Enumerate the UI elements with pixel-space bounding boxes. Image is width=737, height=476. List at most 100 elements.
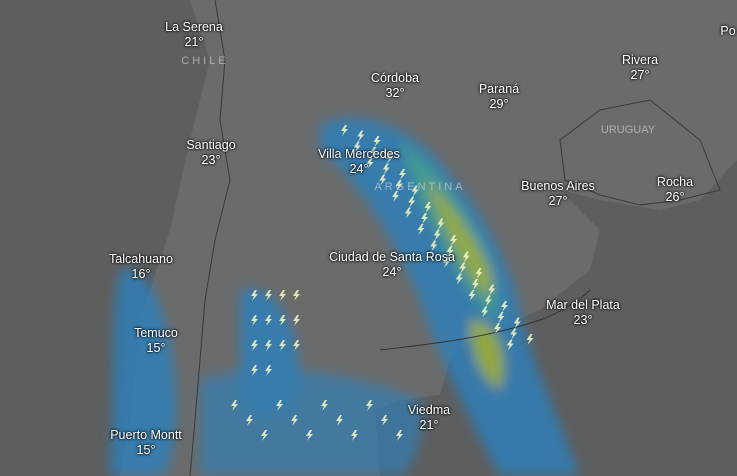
lightning-icon: [430, 240, 438, 252]
city-marker[interactable]: Rocha 26°: [657, 175, 693, 205]
lightning-icon: [261, 430, 268, 441]
lightning-icon: [408, 196, 416, 208]
lightning-icon: [231, 400, 238, 411]
city-marker[interactable]: Ciudad de Santa Rosa 24°: [329, 250, 455, 280]
city-name: Po: [720, 24, 736, 38]
city-name: La Serena: [165, 20, 223, 34]
lightning-icon: [395, 180, 403, 191]
lightning-icon: [475, 268, 483, 279]
city-name: Puerto Montt: [110, 428, 182, 442]
lightning-icon: [399, 169, 406, 180]
lightning-icon: [510, 328, 518, 340]
city-temp: 29°: [489, 97, 509, 111]
city-name: Buenos Aires: [521, 179, 595, 193]
city-marker[interactable]: Paraná 29°: [479, 82, 519, 112]
lightning-icon: [293, 290, 300, 301]
city-name: Rocha: [656, 175, 694, 189]
city-marker[interactable]: Temuco 15°: [134, 326, 178, 356]
city-marker[interactable]: Talcahuano 16°: [109, 252, 173, 282]
city-name: Paraná: [478, 82, 520, 96]
city-temp: 15°: [136, 443, 156, 457]
city-temp: 24°: [382, 265, 402, 279]
lightning-icon: [265, 365, 272, 376]
lightning-icon: [526, 334, 534, 345]
city-marker[interactable]: Rivera 27°: [622, 53, 658, 83]
lightning-icon: [424, 202, 432, 213]
lightning-icon: [366, 158, 374, 169]
city-name: Santiago: [186, 138, 236, 152]
lightning-icon: [291, 415, 298, 426]
lightning-icon: [279, 315, 286, 326]
city-marker[interactable]: Viedma 21°: [408, 403, 450, 433]
city-name: Rivera: [621, 53, 659, 67]
city-marker[interactable]: Buenos Aires 27°: [521, 179, 595, 209]
city-marker[interactable]: Villa Mercedes 24°: [318, 147, 400, 177]
lightning-icon: [488, 284, 496, 296]
border-uruguay: [559, 99, 721, 206]
lightning-icon: [366, 400, 373, 411]
city-marker[interactable]: Puerto Montt 15°: [110, 428, 182, 458]
lightning-icon: [276, 400, 283, 411]
lightning-icon: [251, 315, 258, 326]
city-name: Ciudad de Santa Rosa: [329, 250, 455, 264]
country-label-chile: CHILE: [181, 55, 229, 67]
precipitation-overlay: [110, 118, 580, 476]
city-temp: 16°: [131, 267, 151, 281]
lightning-icon: [417, 224, 425, 235]
lightning-icon: [381, 415, 388, 426]
lightning-icon: [446, 246, 454, 257]
city-name: Villa Mercedes: [318, 147, 400, 161]
lightning-icon: [396, 430, 403, 441]
city-temp: 21°: [184, 35, 204, 49]
lightning-icon: [265, 290, 272, 301]
lightning-icon: [433, 229, 441, 241]
lightning-icon: [321, 400, 328, 411]
city-marker[interactable]: Córdoba 32°: [371, 71, 419, 101]
city-temp: 21°: [419, 418, 439, 432]
lightning-icon: [462, 251, 470, 263]
city-temp: 27°: [630, 68, 650, 82]
lightning-icon: [506, 339, 514, 351]
lightning-icon: [265, 340, 272, 351]
lightning-icon: [357, 130, 365, 142]
city-temp: 26°: [665, 190, 685, 204]
city-name: Mar del Plata: [546, 298, 620, 312]
lightning-icon: [293, 340, 300, 351]
lightning-icon: [513, 317, 521, 329]
lightning-icon: [437, 218, 445, 230]
city-temp: 23°: [201, 153, 221, 167]
lightning-icon: [443, 257, 450, 268]
city-name: Viedma: [407, 403, 451, 417]
city-marker[interactable]: Po: [720, 24, 735, 39]
city-name: Talcahuano: [109, 252, 173, 266]
lightning-icon: [379, 174, 387, 186]
lightning-icon: [382, 163, 390, 175]
city-marker[interactable]: Mar del Plata 23°: [546, 298, 620, 328]
lightning-icon: [373, 136, 381, 147]
lightning-icon: [497, 312, 505, 323]
lightning-icon: [279, 290, 286, 301]
lightning-icon: [293, 315, 300, 326]
lightning-icon: [484, 295, 492, 307]
city-name: Córdoba: [371, 71, 419, 85]
lightning-icon: [370, 147, 377, 158]
city-temp: 24°: [349, 162, 369, 176]
city-name: Temuco: [134, 326, 178, 340]
city-temp: 23°: [573, 313, 593, 327]
lightning-icon: [481, 306, 489, 318]
lightning-icon: [472, 279, 479, 290]
country-label-argentina: ARGENTINA: [374, 181, 466, 193]
lightning-icon: [459, 262, 467, 274]
city-marker[interactable]: Santiago 23°: [186, 138, 235, 168]
lightning-icon: [251, 365, 258, 376]
lightning-icon: [265, 315, 272, 326]
city-marker[interactable]: La Serena 21°: [165, 20, 223, 50]
city-temp: 32°: [385, 86, 405, 100]
lightning-icon: [336, 415, 343, 426]
lightning-icon: [306, 430, 313, 441]
lightning-icon: [246, 415, 253, 426]
lightning-icon: [411, 185, 419, 197]
lightning-icon: [386, 152, 394, 164]
city-temp: 15°: [146, 341, 166, 355]
